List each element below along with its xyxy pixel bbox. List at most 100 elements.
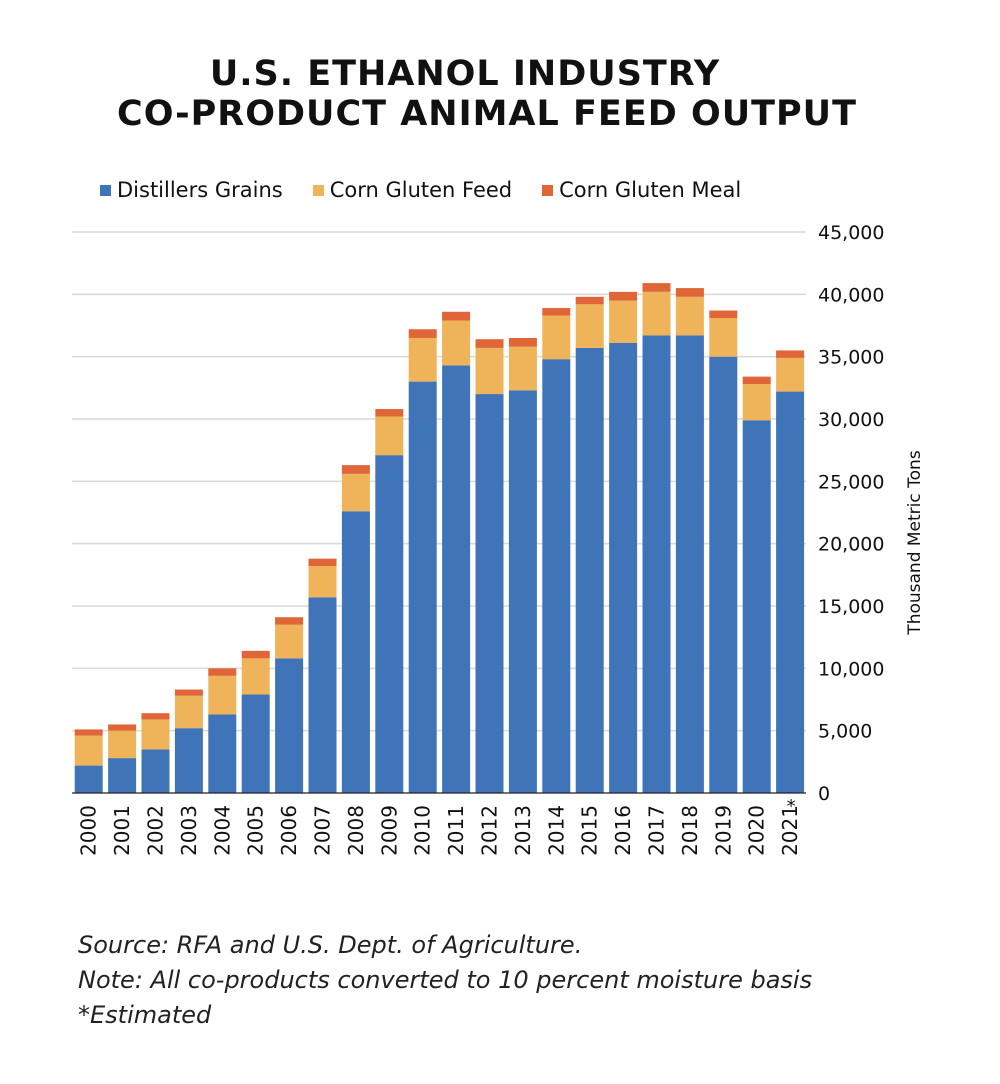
bar-segment-distillers-grains-2017 (642, 335, 671, 793)
bar-segment-distillers-grains-2002 (141, 749, 170, 793)
y-tick-label: 40,000 (818, 284, 884, 306)
bar-segment-distillers-grains-2013 (508, 390, 537, 793)
bar-segment-distillers-grains-2005 (241, 694, 270, 793)
x-tick-label: 2000 (77, 805, 101, 856)
bar-segment-distillers-grains-2000 (74, 765, 103, 793)
bar-segment-corn-gluten-feed-2002 (141, 719, 170, 750)
x-tick-label: 2007 (311, 805, 335, 856)
x-tick-label: 2021 (778, 805, 802, 856)
bar-segment-distillers-grains-2007 (308, 597, 337, 793)
bar-segment-corn-gluten-feed-2010 (408, 337, 437, 382)
bar-segment-corn-gluten-meal-2015 (575, 296, 604, 305)
bar-segment-distillers-grains-2006 (275, 658, 304, 793)
bar-segment-distillers-grains-2012 (475, 394, 504, 793)
y-tick-label: 25,000 (818, 471, 884, 493)
bar-segment-corn-gluten-meal-2020 (742, 376, 771, 385)
legend-swatch-distillers-grains (100, 184, 111, 196)
x-tick-label: 2009 (377, 805, 401, 856)
x-tick-label: 2008 (344, 805, 368, 856)
y-tick-label: 20,000 (818, 534, 884, 556)
bar-segment-corn-gluten-meal-2016 (609, 291, 638, 301)
bar-segment-corn-gluten-meal-2005 (241, 650, 270, 659)
legend-item-corn-gluten-meal: Corn Gluten Meal (542, 178, 741, 202)
chart-notes: Source: RFA and U.S. Dept. of Agricultur… (78, 928, 812, 1033)
bar-segment-corn-gluten-feed-2015 (575, 304, 604, 348)
bar-segment-corn-gluten-feed-2013 (508, 346, 537, 391)
bar-segment-corn-gluten-meal-2003 (174, 689, 203, 696)
bar-segment-distillers-grains-2019 (709, 356, 738, 793)
bar-segment-distillers-grains-2018 (675, 335, 704, 793)
bar-segment-corn-gluten-feed-2004 (208, 675, 237, 715)
moisture-note: Note: All co-products converted to 10 pe… (78, 966, 813, 994)
legend-label-corn-gluten-meal: Corn Gluten Meal (559, 178, 742, 202)
bar-segment-distillers-grains-2016 (609, 342, 638, 793)
x-tick-label: 2001 (110, 805, 134, 856)
bar-segment-corn-gluten-meal-2002 (141, 713, 170, 720)
legend-item-corn-gluten-feed: Corn Gluten Feed (312, 178, 513, 202)
bar-segment-distillers-grains-2003 (174, 728, 203, 793)
bar-segment-corn-gluten-feed-2020 (742, 384, 771, 421)
bar-segment-corn-gluten-meal-2012 (475, 339, 504, 348)
x-tick-label: 2015 (578, 805, 602, 856)
bar-segment-distillers-grains-2004 (208, 714, 237, 793)
x-tick-label: 2006 (277, 805, 301, 856)
bar-segment-corn-gluten-meal-2018 (675, 288, 704, 297)
bar-segment-distillers-grains-2009 (375, 455, 404, 793)
source-note: Source: RFA and U.S. Dept. of Agricultur… (78, 931, 583, 959)
x-tick-label: 2019 (711, 805, 735, 856)
bar-segment-distillers-grains-2021 (776, 391, 805, 793)
legend-swatch-corn-gluten-feed (312, 184, 324, 196)
x-tick-label: 2011 (444, 805, 468, 856)
bar-segment-distillers-grains-2008 (341, 511, 370, 793)
bar-segment-corn-gluten-meal-2000 (74, 729, 103, 736)
x-tick-label: 2005 (244, 805, 268, 856)
bar-segment-corn-gluten-meal-2004 (208, 668, 237, 676)
bar-segment-corn-gluten-feed-2006 (275, 624, 304, 659)
x-tick-label: 2010 (411, 805, 435, 856)
bar-segment-corn-gluten-meal-2008 (341, 465, 370, 474)
bar-segment-distillers-grains-2020 (742, 420, 771, 793)
bar-segment-corn-gluten-feed-2021 (776, 357, 805, 392)
bar-segment-corn-gluten-meal-2021 (776, 350, 805, 358)
stacked-bar-chart: 0 5,000 10,000 15,000 20,000 25,000 30,000 35,0… (72, 222, 925, 856)
bar-segment-corn-gluten-feed-2014 (542, 315, 571, 360)
x-tick-label: 2016 (611, 805, 635, 856)
x-tick-label: 2018 (678, 805, 702, 856)
legend-label-corn-gluten-feed: Corn Gluten Feed (329, 178, 513, 202)
bar-segment-corn-gluten-feed-2019 (709, 318, 738, 357)
y-axis-title: Thousand Metric Tons (905, 450, 925, 636)
y-tick-label: 15,000 (818, 596, 884, 618)
estimated-note: *Estimated (78, 1001, 212, 1029)
bar-segment-corn-gluten-feed-2016 (609, 300, 638, 343)
legend-label-distillers-grains: Distillers Grains (117, 178, 283, 202)
x-tick-label: 2004 (210, 805, 234, 856)
bar-segment-distillers-grains-2010 (408, 381, 437, 793)
y-tick-label: 5,000 (818, 721, 872, 743)
y-tick-label: 10,000 (818, 658, 884, 680)
bar-segment-distillers-grains-2011 (442, 365, 471, 793)
chart-title-line-2: CO-PRODUCT ANIMAL FEED OUTPUT (117, 94, 857, 134)
x-tick-label: 2002 (144, 805, 168, 856)
bar-segment-corn-gluten-meal-2010 (408, 329, 437, 338)
x-tick-label: 2013 (511, 805, 535, 856)
bar-segment-corn-gluten-meal-2011 (442, 311, 471, 321)
chart-legend: Distillers Grains Corn Gluten Feed Corn … (100, 176, 771, 204)
bar-segment-corn-gluten-feed-2005 (241, 658, 270, 695)
x-tick-label: 2020 (745, 805, 769, 856)
bar-segment-distillers-grains-2015 (575, 347, 604, 793)
bar-segment-corn-gluten-meal-2001 (108, 724, 137, 731)
bar-segment-corn-gluten-feed-2009 (375, 416, 404, 456)
bar-segment-corn-gluten-meal-2009 (375, 409, 404, 417)
chart-title-line-1: U.S. ETHANOL INDUSTRY (209, 54, 721, 94)
y-tick-label: 30,000 (818, 409, 884, 431)
bar-segment-corn-gluten-meal-2014 (542, 308, 571, 316)
legend-swatch-corn-gluten-meal (542, 184, 554, 196)
estimate-asterisk: * (787, 796, 796, 817)
bar-segment-corn-gluten-feed-2003 (174, 695, 203, 729)
bar-segment-corn-gluten-feed-2012 (475, 347, 504, 395)
y-tick-label: 35,000 (818, 347, 884, 369)
x-tick-label: 2012 (478, 805, 502, 856)
x-tick-label: 2003 (177, 805, 201, 856)
bar-segment-corn-gluten-meal-2006 (275, 617, 304, 625)
bar-segment-corn-gluten-feed-2018 (675, 296, 704, 336)
